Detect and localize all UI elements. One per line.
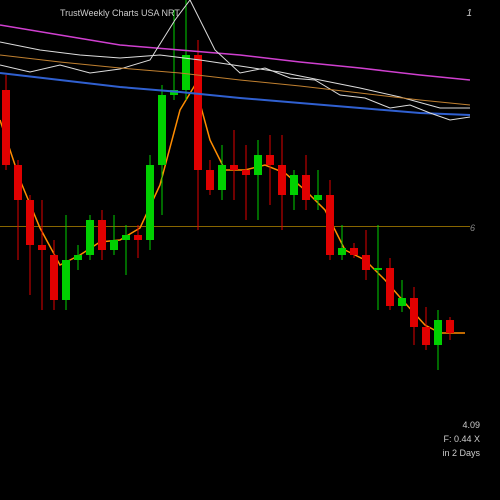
candle-body (290, 175, 298, 195)
candle-body (446, 320, 454, 333)
candle-body (422, 327, 430, 345)
candle-body (326, 195, 334, 255)
candle-body (350, 248, 358, 255)
price-readout: 4.09 (462, 419, 480, 432)
candle-body (362, 255, 370, 270)
candle-body (386, 268, 394, 306)
candle-body (410, 298, 418, 327)
candle-body (74, 255, 82, 260)
candle-body (146, 165, 154, 240)
candle-body (242, 170, 250, 175)
chart-title: TrustWeekly Charts USA NRT (60, 8, 180, 18)
candle-body (194, 55, 202, 170)
candle-body (434, 320, 442, 345)
change-readout: F: 0.44 X (443, 433, 480, 446)
time-readout: in 2 Days (442, 447, 480, 460)
candle-body (374, 268, 382, 270)
candle-body (110, 240, 118, 250)
candle-body (14, 165, 22, 200)
candle-body (218, 165, 226, 190)
chart-container: TrustWeekly Charts USA NRT 1 6 4.09 F: 0… (0, 0, 500, 500)
candle-body (278, 165, 286, 195)
candle-body (398, 298, 406, 306)
candle-body (2, 90, 10, 165)
candle-body (26, 200, 34, 245)
candle-body (314, 195, 322, 200)
magenta-line (0, 25, 470, 80)
candle-body (62, 260, 70, 300)
candle-body (206, 170, 214, 190)
candle-body (158, 95, 166, 165)
candle-body (230, 165, 238, 170)
candle-body (182, 55, 190, 90)
white-line-1 (0, 0, 470, 120)
candle-body (134, 235, 142, 240)
candle-body (86, 220, 94, 255)
candle-body (338, 248, 346, 255)
candle-body (122, 235, 130, 240)
candle-body (50, 255, 58, 300)
candle-body (254, 155, 262, 175)
candlestick-chart[interactable] (0, 0, 470, 500)
candle-body (302, 175, 310, 200)
candle-body (98, 220, 106, 250)
y-axis-label-1: 6 (470, 223, 475, 233)
candle-body (266, 155, 274, 165)
candle-body (38, 245, 46, 250)
